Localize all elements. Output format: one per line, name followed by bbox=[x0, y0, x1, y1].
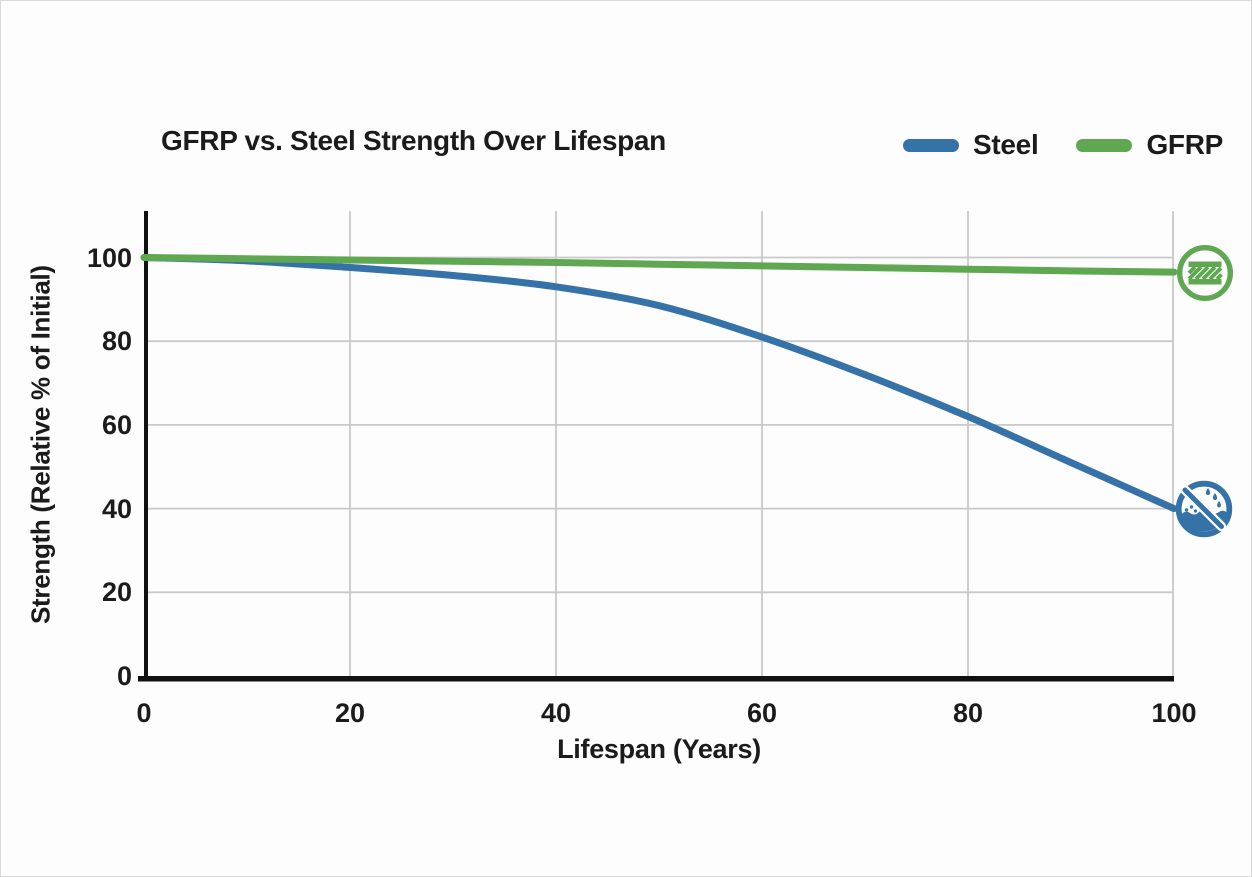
gfrp-durability-icon bbox=[1177, 245, 1233, 301]
x-axis-title: Lifespan (Years) bbox=[557, 734, 761, 764]
gfrp-line bbox=[140, 254, 1178, 276]
x-tick-label: 0 bbox=[136, 698, 152, 728]
x-tick-label: 80 bbox=[952, 698, 984, 728]
water-droplets-icon bbox=[1205, 488, 1221, 508]
steel-legend-label: Steel bbox=[973, 129, 1039, 160]
y-tick-label: 0 bbox=[116, 661, 132, 691]
x-tick-label: 60 bbox=[746, 698, 778, 728]
legend-item-gfrp: GFRP bbox=[1076, 129, 1223, 161]
x-tick-label: 20 bbox=[334, 698, 366, 728]
y-tick-label: 60 bbox=[101, 409, 132, 440]
hatch-stripes-icon bbox=[1187, 265, 1223, 281]
y-axis-spine bbox=[144, 211, 148, 681]
x-tick-label: 40 bbox=[540, 698, 572, 728]
plot-svg bbox=[138, 211, 1178, 682]
slash-icon bbox=[1182, 487, 1224, 529]
legend-item-steel: Steel bbox=[903, 129, 1039, 161]
legend: Steel GFRP bbox=[903, 129, 1223, 161]
y-tick-label: 20 bbox=[101, 577, 132, 608]
steel-corrosion-icon bbox=[1175, 480, 1233, 538]
steel-line bbox=[140, 254, 1178, 513]
gfrp-legend-swatch bbox=[1076, 138, 1133, 152]
x-axis-spine bbox=[138, 676, 1174, 682]
y-tick-label: 80 bbox=[101, 326, 132, 357]
y-tick-label: 100 bbox=[86, 242, 132, 273]
corrosion-pits-icon bbox=[1184, 505, 1198, 513]
plot-area bbox=[138, 211, 1178, 682]
steel-legend-swatch bbox=[903, 138, 959, 152]
chart-title: GFRP vs. Steel Strength Over Lifespan bbox=[161, 125, 666, 156]
x-tick-label: 100 bbox=[1151, 698, 1197, 728]
y-tick-label: 40 bbox=[101, 493, 132, 524]
gfrp-legend-label: GFRP bbox=[1146, 129, 1224, 160]
